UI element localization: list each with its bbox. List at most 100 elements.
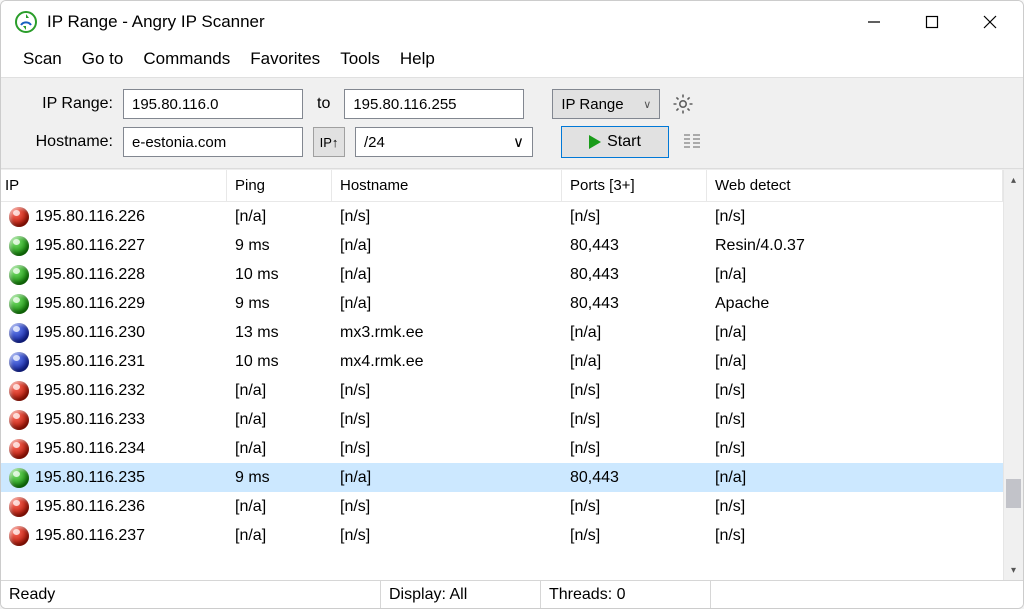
hostname-label: Hostname: bbox=[23, 133, 113, 151]
menu-scan[interactable]: Scan bbox=[15, 47, 70, 71]
table-row[interactable]: 195.80.116.2299 ms[n/a]80,443Apache bbox=[1, 289, 1003, 318]
cell-ping: 9 ms bbox=[227, 295, 332, 313]
cell-ports: [n/a] bbox=[562, 324, 707, 342]
range-type-dropdown[interactable]: IP Range ∨ bbox=[552, 89, 660, 119]
cell-host: mx4.rmk.ee bbox=[332, 353, 562, 371]
column-header[interactable]: Hostname bbox=[332, 170, 562, 202]
cell-ports: [n/s] bbox=[562, 411, 707, 429]
app-icon bbox=[15, 11, 37, 33]
cell-ip: 195.80.116.230 bbox=[1, 323, 227, 343]
cell-web: [n/s] bbox=[707, 382, 1003, 400]
ip-text: 195.80.116.226 bbox=[35, 208, 145, 226]
cell-ping: 9 ms bbox=[227, 237, 332, 255]
cell-ping: [n/a] bbox=[227, 411, 332, 429]
scroll-track[interactable] bbox=[1004, 190, 1023, 560]
ip-from-input[interactable] bbox=[123, 89, 303, 119]
menu-help[interactable]: Help bbox=[392, 47, 443, 71]
ip-text: 195.80.116.228 bbox=[35, 266, 145, 284]
status-dot-red bbox=[9, 526, 29, 546]
cell-host: [n/s] bbox=[332, 498, 562, 516]
cell-web: Apache bbox=[707, 295, 1003, 313]
cell-ping: [n/a] bbox=[227, 382, 332, 400]
column-header[interactable]: IP bbox=[1, 170, 227, 202]
ip-text: 195.80.116.227 bbox=[35, 237, 145, 255]
status-ready: Ready bbox=[1, 581, 381, 608]
cell-web: [n/a] bbox=[707, 469, 1003, 487]
status-dot-red bbox=[9, 207, 29, 227]
ip-text: 195.80.116.229 bbox=[35, 295, 145, 313]
menu-commands[interactable]: Commands bbox=[135, 47, 238, 71]
cell-host: [n/s] bbox=[332, 208, 562, 226]
ip-text: 195.80.116.231 bbox=[35, 353, 145, 371]
table-row[interactable]: 195.80.116.2279 ms[n/a]80,443Resin/4.0.3… bbox=[1, 231, 1003, 260]
ip-to-input[interactable] bbox=[344, 89, 524, 119]
settings-button[interactable] bbox=[670, 91, 696, 117]
cell-ports: [n/s] bbox=[562, 382, 707, 400]
cell-ports: 80,443 bbox=[562, 266, 707, 284]
maximize-button[interactable] bbox=[903, 1, 961, 43]
scroll-up-arrow[interactable]: ▴ bbox=[1004, 170, 1023, 190]
menu-bar: ScanGo toCommandsFavoritesToolsHelp bbox=[1, 43, 1023, 77]
ip-text: 195.80.116.236 bbox=[35, 498, 145, 516]
status-dot-blue bbox=[9, 352, 29, 372]
netmask-select[interactable]: /24 ∨ bbox=[355, 127, 533, 157]
ip-text: 195.80.116.235 bbox=[35, 469, 145, 487]
fetchers-button[interactable] bbox=[679, 129, 705, 155]
to-label: to bbox=[317, 95, 330, 113]
cell-ping: 10 ms bbox=[227, 353, 332, 371]
column-header[interactable]: Web detect bbox=[707, 170, 1003, 202]
cell-host: [n/s] bbox=[332, 411, 562, 429]
results-table: IPPingHostnamePorts [3+]Web detect 195.8… bbox=[1, 170, 1003, 580]
menu-favorites[interactable]: Favorites bbox=[242, 47, 328, 71]
status-dot-green bbox=[9, 294, 29, 314]
cell-ports: [n/s] bbox=[562, 440, 707, 458]
table-row[interactable]: 195.80.116.236[n/a][n/s][n/s][n/s] bbox=[1, 492, 1003, 521]
menu-go-to[interactable]: Go to bbox=[74, 47, 132, 71]
column-header[interactable]: Ping bbox=[227, 170, 332, 202]
hostname-input[interactable] bbox=[123, 127, 303, 157]
status-dot-red bbox=[9, 381, 29, 401]
table-row[interactable]: 195.80.116.237[n/a][n/s][n/s][n/s] bbox=[1, 521, 1003, 550]
ip-text: 195.80.116.234 bbox=[35, 440, 145, 458]
cell-host: [n/s] bbox=[332, 527, 562, 545]
scroll-down-arrow[interactable]: ▾ bbox=[1004, 560, 1023, 580]
window-controls bbox=[845, 1, 1019, 43]
cell-host: [n/a] bbox=[332, 266, 562, 284]
cell-ports: 80,443 bbox=[562, 237, 707, 255]
chevron-down-icon: ∨ bbox=[513, 133, 524, 151]
iprange-label: IP Range: bbox=[23, 95, 113, 113]
minimize-button[interactable] bbox=[845, 1, 903, 43]
cell-ip: 195.80.116.237 bbox=[1, 526, 227, 546]
vertical-scrollbar[interactable]: ▴ ▾ bbox=[1003, 170, 1023, 580]
table-row[interactable]: 195.80.116.234[n/a][n/s][n/s][n/s] bbox=[1, 434, 1003, 463]
cell-host: [n/s] bbox=[332, 440, 562, 458]
table-row[interactable]: 195.80.116.233[n/a][n/s][n/s][n/s] bbox=[1, 405, 1003, 434]
ip-up-button[interactable]: IP↑ bbox=[313, 127, 345, 157]
table-header: IPPingHostnamePorts [3+]Web detect bbox=[1, 170, 1003, 202]
table-row[interactable]: 195.80.116.23110 msmx4.rmk.ee[n/a][n/a] bbox=[1, 347, 1003, 376]
status-dot-green bbox=[9, 236, 29, 256]
toolbar: IP Range: to IP Range ∨ Hostname: IP↑ bbox=[1, 77, 1023, 169]
cell-web: [n/a] bbox=[707, 324, 1003, 342]
results-area: IPPingHostnamePorts [3+]Web detect 195.8… bbox=[1, 169, 1023, 580]
cell-ping: [n/a] bbox=[227, 527, 332, 545]
status-dot-green bbox=[9, 468, 29, 488]
cell-ip: 195.80.116.229 bbox=[1, 294, 227, 314]
status-dot-green bbox=[9, 265, 29, 285]
table-row[interactable]: 195.80.116.23013 msmx3.rmk.ee[n/a][n/a] bbox=[1, 318, 1003, 347]
scroll-thumb[interactable] bbox=[1006, 479, 1021, 509]
start-button[interactable]: Start bbox=[561, 126, 669, 158]
ip-text: 195.80.116.237 bbox=[35, 527, 145, 545]
table-row[interactable]: 195.80.116.232[n/a][n/s][n/s][n/s] bbox=[1, 376, 1003, 405]
table-row[interactable]: 195.80.116.22810 ms[n/a]80,443[n/a] bbox=[1, 260, 1003, 289]
cell-web: [n/s] bbox=[707, 208, 1003, 226]
ip-up-label: IP↑ bbox=[320, 135, 339, 150]
table-row[interactable]: 195.80.116.226[n/a][n/s][n/s][n/s] bbox=[1, 202, 1003, 231]
table-row[interactable]: 195.80.116.2359 ms[n/a]80,443[n/a] bbox=[1, 463, 1003, 492]
cell-ip: 195.80.116.227 bbox=[1, 236, 227, 256]
menu-tools[interactable]: Tools bbox=[332, 47, 388, 71]
close-button[interactable] bbox=[961, 1, 1019, 43]
column-header[interactable]: Ports [3+] bbox=[562, 170, 707, 202]
cell-host: mx3.rmk.ee bbox=[332, 324, 562, 342]
cell-ports: [n/s] bbox=[562, 527, 707, 545]
